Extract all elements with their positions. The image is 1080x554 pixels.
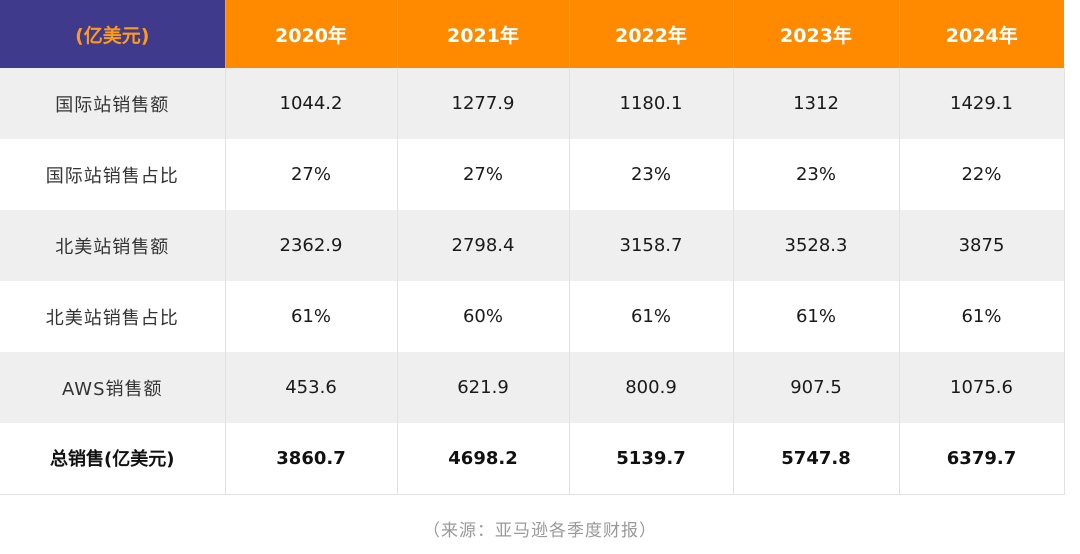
row-label: AWS销售额 [0,352,226,423]
table-cell: 453.6 [225,352,398,423]
row-label: 北美站销售额 [0,210,226,281]
table-cell: 3528.3 [733,210,900,281]
table-cell: 2362.9 [225,210,398,281]
table-cell: 1312 [733,68,900,139]
table-cell: 5747.8 [733,423,900,495]
source-note: （来源：亚马逊各季度财报） [423,521,657,541]
sales-table: (亿美元) 2020年 2021年 2022年 2023年 2024年 国际站销… [0,0,1065,495]
table-cell: 27% [397,139,570,210]
table-row-total-sales: 总销售(亿美元) 3860.7 4698.2 5139.7 5747.8 637… [0,423,1065,495]
row-label: 国际站销售占比 [0,139,226,210]
table-cell: 907.5 [733,352,900,423]
table-cell: 22% [899,139,1065,210]
table-cell: 3860.7 [225,423,398,495]
table-row-aws-sales: AWS销售额 453.6 621.9 800.9 907.5 1075.6 [0,352,1065,423]
table-cell: 61% [569,281,734,352]
row-label: 国际站销售额 [0,68,226,139]
table-cell: 4698.2 [397,423,570,495]
table-cell: 23% [733,139,900,210]
table-row-na-sales: 北美站销售额 2362.9 2798.4 3158.7 3528.3 3875 [0,210,1065,281]
table-cell: 6379.7 [899,423,1065,495]
table-cell: 5139.7 [569,423,734,495]
table-header-row: (亿美元) 2020年 2021年 2022年 2023年 2024年 [0,0,1064,68]
table-cell: 61% [733,281,900,352]
row-label: 北美站销售占比 [0,281,226,352]
table-cell: 1075.6 [899,352,1065,423]
unit-header: (亿美元) [0,0,226,68]
row-label: 总销售(亿美元) [0,423,226,495]
table-cell: 61% [899,281,1065,352]
table-cell: 3875 [899,210,1065,281]
table-cell: 1044.2 [225,68,398,139]
table-row-na-share: 北美站销售占比 61% 60% 61% 61% 61% [0,281,1065,352]
table-cell: 2798.4 [397,210,570,281]
year-header: 2020年 [225,0,398,68]
table-cell: 60% [397,281,570,352]
table-cell: 27% [225,139,398,210]
year-header: 2021年 [397,0,570,68]
table-cell: 1180.1 [569,68,734,139]
table-row-intl-share: 国际站销售占比 27% 27% 23% 23% 22% [0,139,1065,210]
year-header: 2024年 [899,0,1064,68]
year-header: 2023年 [733,0,900,68]
table-row-intl-sales: 国际站销售额 1044.2 1277.9 1180.1 1312 1429.1 [0,68,1065,139]
table-cell: 3158.7 [569,210,734,281]
year-header: 2022年 [569,0,734,68]
table-cell: 1429.1 [899,68,1065,139]
table-cell: 23% [569,139,734,210]
table-cell: 621.9 [397,352,570,423]
table-cell: 800.9 [569,352,734,423]
table-cell: 1277.9 [397,68,570,139]
table-cell: 61% [225,281,398,352]
